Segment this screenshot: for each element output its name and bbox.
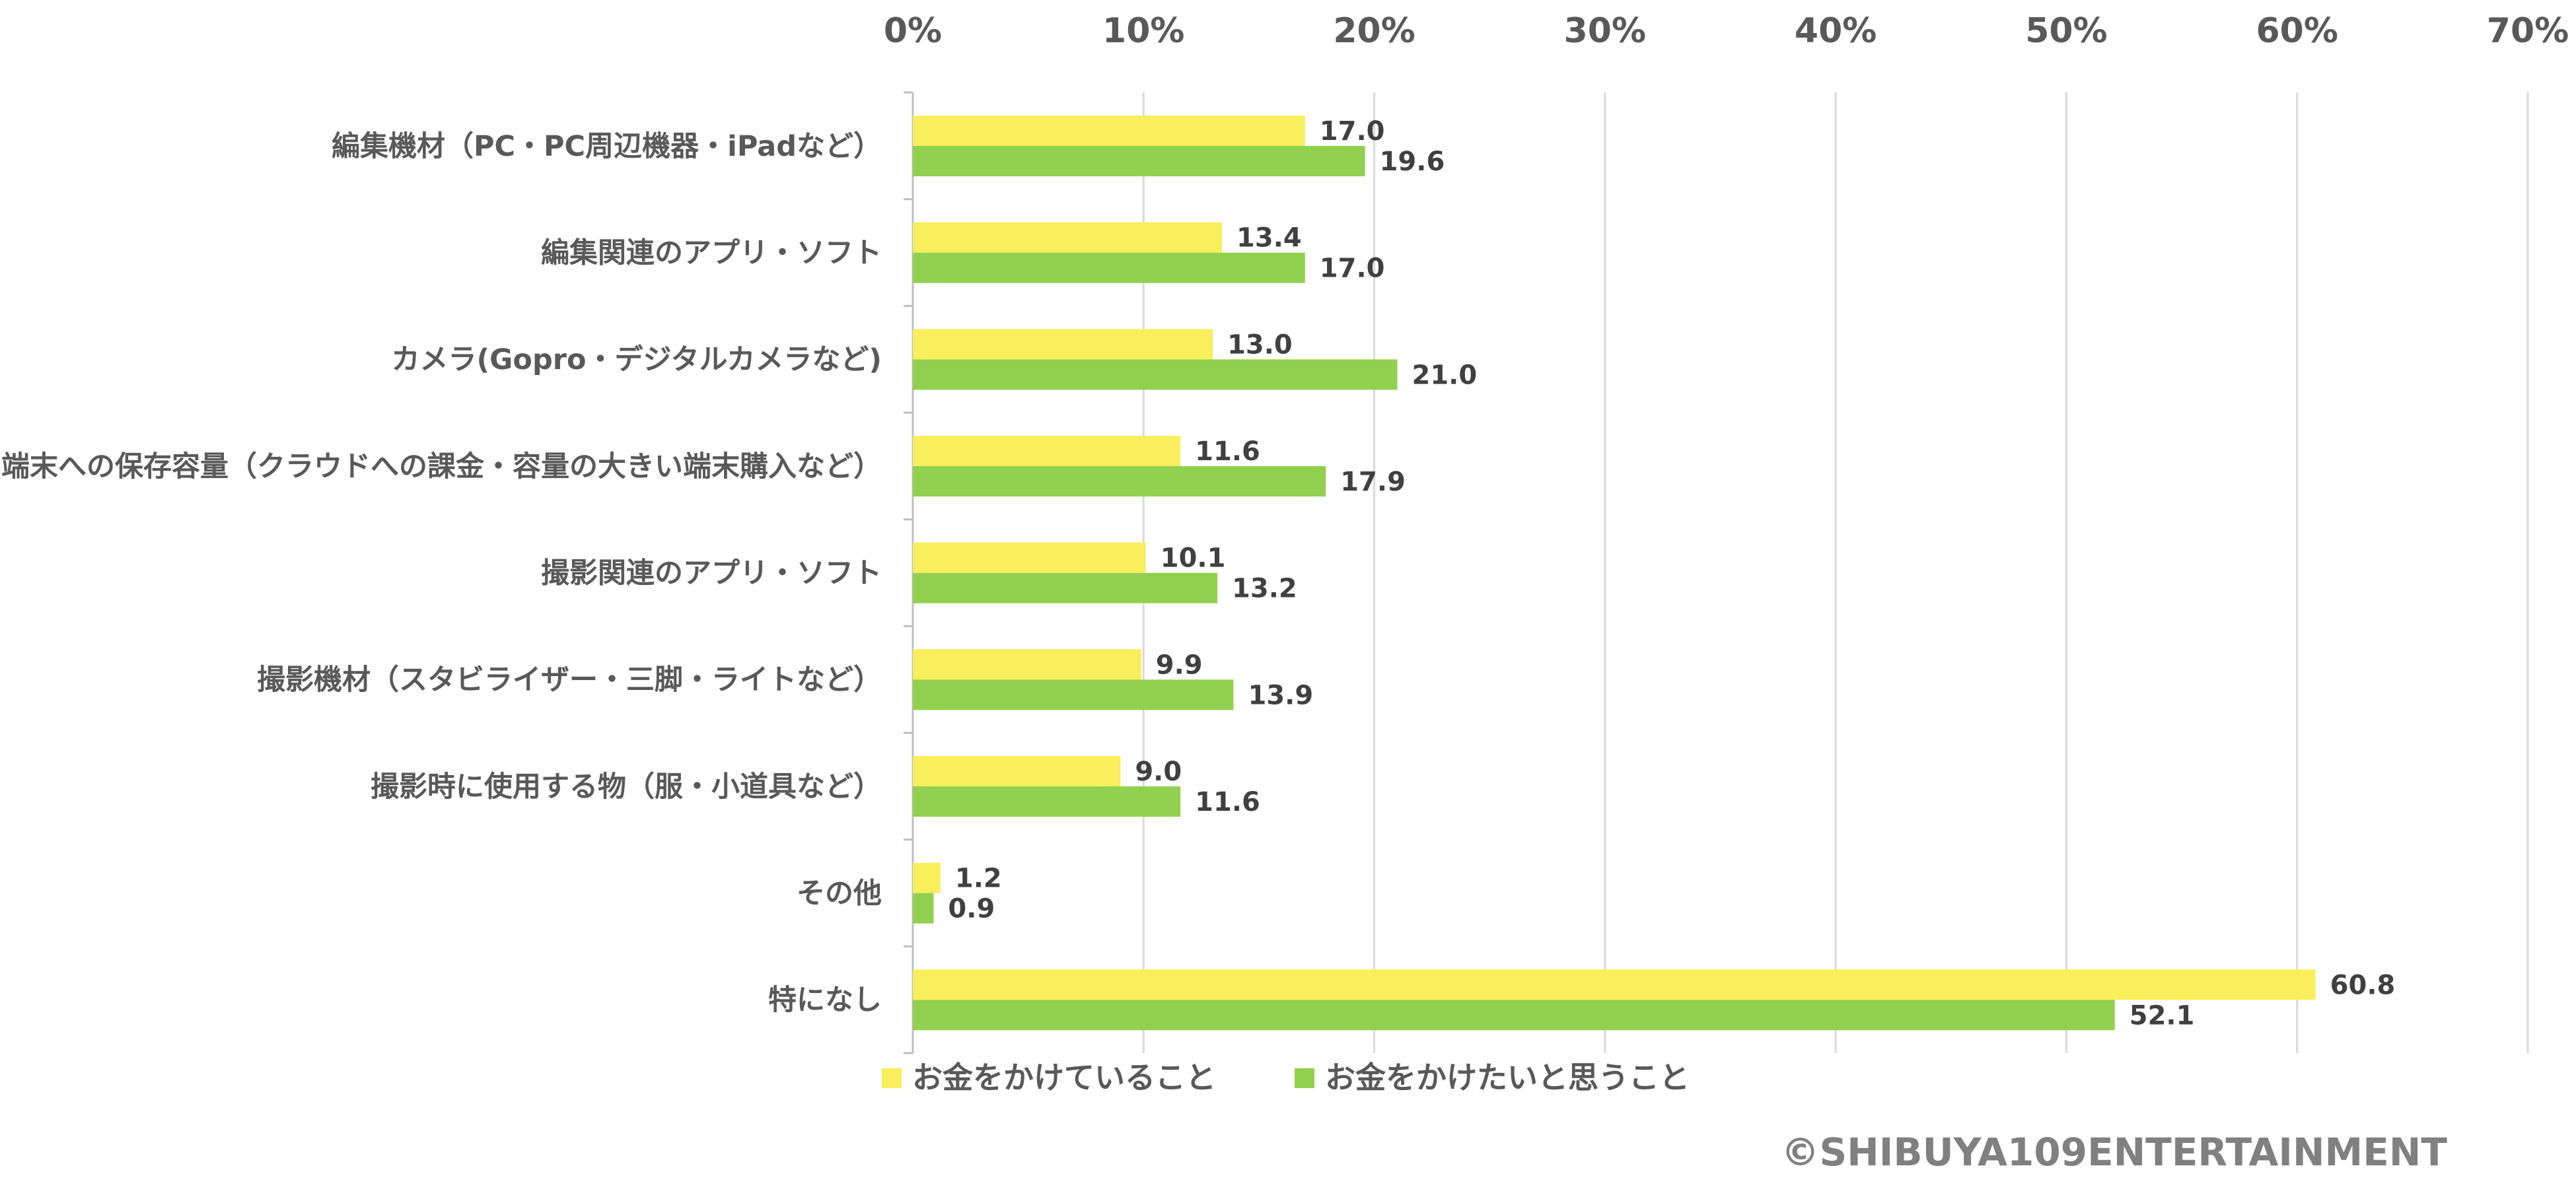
legend-label: お金をかけたいと思うこと <box>1325 1060 1690 1095</box>
legend-swatch <box>882 1068 902 1088</box>
x-tick-label: 30% <box>1564 11 1646 51</box>
data-label: 13.0 <box>1227 329 1293 360</box>
x-tick-label: 70% <box>2487 11 2569 51</box>
bar-spending <box>913 649 1141 680</box>
data-label: 11.6 <box>1195 436 1260 467</box>
data-label: 13.4 <box>1236 223 1302 254</box>
bar-spending <box>913 542 1146 573</box>
bar-spending <box>913 329 1213 360</box>
bar-spending <box>913 436 1181 466</box>
bar-want-to-spend <box>913 572 1218 603</box>
category-label: 撮影時に使用する物（服・小道具など） <box>371 771 882 804</box>
data-label: 21.0 <box>1412 360 1478 390</box>
category-label: 編集機材（PC・PC周辺機器・iPadなど） <box>332 130 882 163</box>
category-label: 端末への保存容量（クラウドへの課金・容量の大きい端末購入など） <box>1 450 882 483</box>
legend-label: お金をかけていること <box>912 1060 1216 1095</box>
data-label: 19.6 <box>1380 147 1445 177</box>
data-label: 17.0 <box>1320 116 1385 147</box>
data-label: 9.0 <box>1135 757 1182 787</box>
x-tick-label: 60% <box>2256 11 2338 51</box>
bar-want-to-spend <box>913 466 1326 497</box>
category-label: 撮影関連のアプリ・ソフト <box>541 557 882 590</box>
x-tick-label: 10% <box>1102 11 1184 51</box>
bar-want-to-spend <box>913 359 1398 390</box>
category-label: 撮影機材（スタビライザー・三脚・ライトなど） <box>257 664 882 697</box>
labels: 0% 10% 20% 30% 40% 50% 60% 70% 編集機材（PC・PC周辺機器・iP… <box>1 11 2569 1031</box>
data-label: 11.6 <box>1195 787 1260 817</box>
category-label: その他 <box>797 877 882 910</box>
data-label: 13.9 <box>1248 680 1314 710</box>
legend: お金をかけていること お金をかけたいと思うこと <box>882 1060 1690 1095</box>
bar-want-to-spend <box>913 786 1181 817</box>
bar-want-to-spend <box>913 146 1365 176</box>
data-label: 10.1 <box>1161 543 1226 574</box>
data-label: 60.8 <box>2330 970 2396 1000</box>
bar-want-to-spend <box>913 679 1234 710</box>
category-label: 特になし <box>768 984 882 1017</box>
bar-spending <box>913 756 1121 786</box>
x-tick-label: 0% <box>884 11 942 51</box>
legend-swatch <box>1295 1068 1314 1088</box>
bar-want-to-spend <box>913 252 1305 283</box>
bar-spending <box>913 969 2316 1000</box>
data-label: 13.2 <box>1232 574 1297 604</box>
data-label: 0.9 <box>948 894 995 924</box>
data-label: 52.1 <box>2129 1000 2195 1031</box>
category-label: カメラ(Gopro・デジタルカメラなど) <box>391 343 882 376</box>
copyright-text: ©SHIBUYA109ENTERTAINMENT <box>1781 1130 2447 1175</box>
bars <box>913 116 2316 1031</box>
x-tick-label: 50% <box>2025 11 2107 51</box>
data-label: 17.9 <box>1340 467 1406 497</box>
data-label: 9.9 <box>1156 650 1203 680</box>
data-label: 1.2 <box>955 864 1002 894</box>
x-tick-label: 20% <box>1333 11 1415 51</box>
category-label: 編集関連のアプリ・ソフト <box>541 237 882 270</box>
bar-spending <box>913 222 1223 253</box>
bar-want-to-spend <box>913 1000 2115 1031</box>
x-tick-label: 40% <box>1795 11 1877 51</box>
bar-spending <box>913 862 941 893</box>
data-label: 17.0 <box>1320 254 1385 284</box>
bar-want-to-spend <box>913 893 934 924</box>
bar-spending <box>913 116 1305 146</box>
